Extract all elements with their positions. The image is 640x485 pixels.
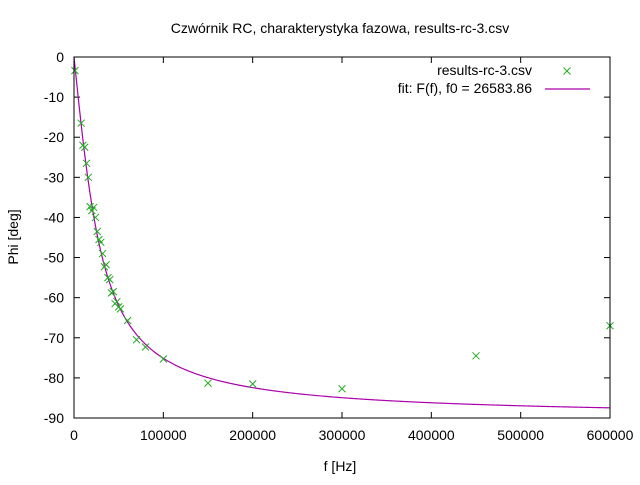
legend-label-data: results-rc-3.csv: [437, 62, 532, 78]
x-tick-label: 600000: [587, 427, 634, 443]
data-point: [93, 227, 102, 236]
data-point: [82, 159, 91, 168]
x-tick-label: 200000: [229, 427, 276, 443]
y-tick-label: -50: [44, 250, 64, 266]
data-point: [71, 66, 79, 75]
y-tick-label: -10: [44, 89, 64, 105]
data-points-layer: [71, 66, 614, 393]
point-stroke: [71, 66, 79, 75]
fit-curve: [73, 56, 611, 409]
point-stroke: [248, 380, 257, 388]
point-stroke: [472, 351, 480, 360]
data-point: [113, 297, 121, 306]
data-point: [96, 238, 105, 247]
x-tick-label: 300000: [319, 427, 366, 443]
point-stroke: [98, 249, 107, 258]
data-point: [248, 380, 257, 388]
point-stroke: [93, 227, 102, 236]
point-stroke: [113, 297, 121, 306]
point-stroke: [77, 119, 86, 128]
point-stroke: [109, 287, 118, 296]
data-point: [98, 249, 107, 258]
point-stroke: [80, 143, 89, 152]
point-stroke: [204, 379, 212, 387]
point-stroke: [86, 202, 94, 211]
chart-title: Czwórnik RC, charakterystyka fazowa, res…: [171, 20, 509, 36]
point-stroke: [338, 384, 346, 393]
data-point: [91, 213, 100, 222]
fit-curve-layer: [73, 56, 611, 409]
y-tick-label: -80: [44, 370, 64, 386]
point-stroke: [116, 305, 125, 313]
y-tick-label: -30: [44, 169, 64, 185]
point-stroke: [563, 67, 571, 75]
data-point: [80, 143, 89, 152]
point-stroke: [159, 355, 168, 363]
data-point: [89, 203, 98, 212]
y-axis-label: Phi [deg]: [5, 209, 21, 264]
y-tick-label: 0: [56, 49, 64, 65]
x-tick-label: 0: [70, 427, 78, 443]
point-stroke: [95, 235, 103, 244]
data-point: [109, 287, 118, 296]
x-axis-ticks: 0 100000 200000 300000 400000 500000 600000: [70, 57, 634, 443]
point-stroke: [141, 343, 150, 351]
point-stroke: [123, 316, 132, 325]
point-stroke: [91, 213, 100, 222]
data-point: [105, 275, 114, 284]
data-point: [77, 119, 86, 128]
legend-marker-data: [563, 67, 571, 75]
y-tick-label: -20: [44, 129, 64, 145]
legend-label-fit: fit: F(f), f0 = 26583.86: [398, 80, 532, 96]
point-stroke: [89, 203, 98, 212]
legend-x-marker: [563, 67, 571, 75]
point-stroke: [82, 159, 91, 168]
point-stroke: [84, 173, 93, 182]
y-axis-ticks: 0 -10 -20 -30 -40 -50 -60 -70 -80 -90: [44, 49, 610, 426]
x-tick-label: 500000: [497, 427, 544, 443]
point-stroke: [105, 275, 114, 284]
data-point: [472, 351, 480, 360]
y-tick-label: -90: [44, 410, 64, 426]
y-tick-label: -60: [44, 290, 64, 306]
data-point: [141, 343, 150, 351]
data-point: [102, 260, 111, 269]
y-tick-label: -70: [44, 330, 64, 346]
y-tick-label: -40: [44, 209, 64, 225]
data-point: [132, 335, 141, 344]
x-axis-label: f [Hz]: [324, 458, 357, 474]
plot-frame: [73, 56, 611, 419]
x-tick-label: 400000: [408, 427, 455, 443]
point-stroke: [102, 260, 111, 269]
data-point: [159, 355, 168, 363]
x-tick-label: 100000: [140, 427, 187, 443]
data-point: [84, 173, 93, 182]
data-point: [123, 316, 132, 325]
point-stroke: [132, 335, 141, 344]
point-stroke: [96, 238, 105, 247]
legend: results-rc-3.csv fit: F(f), f0 = 26583.8…: [398, 62, 590, 96]
data-point: [204, 379, 212, 387]
data-point: [338, 384, 346, 393]
data-point: [116, 305, 125, 313]
